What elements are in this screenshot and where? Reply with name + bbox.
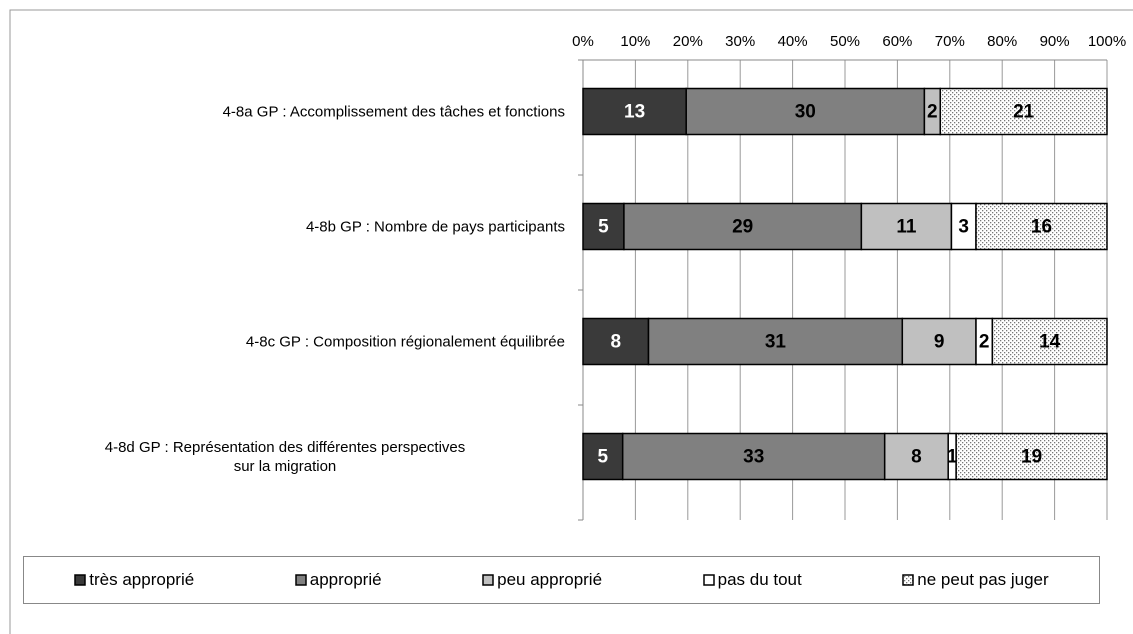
legend-label: très approprié [89, 570, 195, 589]
bar-segment [582, 202, 625, 251]
bar-segment [623, 202, 863, 251]
bar-segment [950, 202, 977, 251]
category-label: 4-8d GP : Représentation des différentes… [104, 438, 466, 475]
legend-swatch [702, 574, 715, 586]
data-label: 16 [1031, 217, 1052, 238]
legend-label: peu approprié [497, 570, 603, 589]
data-label: 19 [1021, 447, 1042, 468]
bar-segment [621, 432, 886, 481]
legend-swatch-rect [902, 574, 915, 586]
x-tick-label: 100% [1088, 33, 1126, 50]
data-label: 8 [911, 447, 922, 468]
data-label: 3 [958, 217, 969, 238]
legend-label: approprié [309, 570, 382, 589]
legend-label: pas du tout [717, 570, 802, 589]
data-label: 21 [1013, 102, 1035, 123]
data-label: 9 [934, 332, 945, 353]
bar-segment [991, 317, 1108, 366]
bar-segment [955, 432, 1108, 481]
x-tick-label: 10% [620, 33, 650, 50]
legend-item: peu approprié [482, 570, 602, 590]
data-label: 11 [896, 217, 917, 238]
data-label: 5 [598, 447, 609, 468]
x-tick-label: 0% [572, 33, 594, 50]
bar-segment [582, 432, 624, 481]
data-label: 8 [610, 332, 621, 353]
data-label: 5 [598, 217, 609, 238]
bar-segment [939, 87, 1108, 136]
x-tick-label: 30% [725, 33, 755, 50]
bar-segment [975, 202, 1108, 251]
data-label: 1 [947, 447, 958, 468]
bar-segment [901, 317, 977, 366]
category-label: 4-8b GP : Nombre de pays participants [305, 218, 565, 235]
data-label: 29 [732, 217, 753, 238]
legend-item: approprié [294, 570, 382, 590]
legend-swatch-rect [702, 574, 715, 586]
x-tick-label: 60% [882, 33, 912, 50]
legend: très approprié approprié peu approprié pas … [23, 556, 1100, 604]
legend-swatch [294, 574, 307, 586]
data-label: 30 [795, 102, 816, 123]
legend-swatch-rect [74, 574, 87, 586]
legend-label: ne peut pas juger [917, 570, 1049, 589]
data-label: 2 [979, 332, 990, 353]
legend-swatch [902, 574, 915, 586]
bar-segment [685, 87, 926, 136]
x-tick-label: 20% [673, 33, 703, 50]
legend-swatch [482, 574, 494, 586]
legend-swatch-rect [294, 574, 307, 586]
data-label: 14 [1039, 332, 1061, 353]
x-tick-label: 70% [935, 33, 965, 50]
legend-swatch [74, 574, 87, 586]
category-label: 4-8c GP : Composition régionalement équi… [245, 333, 565, 350]
bar-segment [582, 317, 650, 366]
legend-swatch-rect [482, 574, 494, 586]
x-tick-label: 50% [830, 33, 860, 50]
data-label: 31 [765, 332, 787, 353]
category-label: 4-8a GP : Accomplissement des tâches et … [222, 103, 565, 120]
legend-item: ne peut pas juger [902, 570, 1049, 590]
x-tick-label: 90% [1040, 33, 1070, 50]
bar-segment [582, 87, 687, 136]
legend-item: pas du tout [702, 570, 802, 590]
data-label: 2 [927, 102, 938, 123]
data-label: 33 [743, 447, 764, 468]
legend-item: très approprié [74, 570, 194, 590]
data-label: 13 [624, 102, 645, 123]
x-tick-label: 40% [778, 33, 808, 50]
x-tick-label: 80% [987, 33, 1017, 50]
frame [9, 9, 1133, 634]
